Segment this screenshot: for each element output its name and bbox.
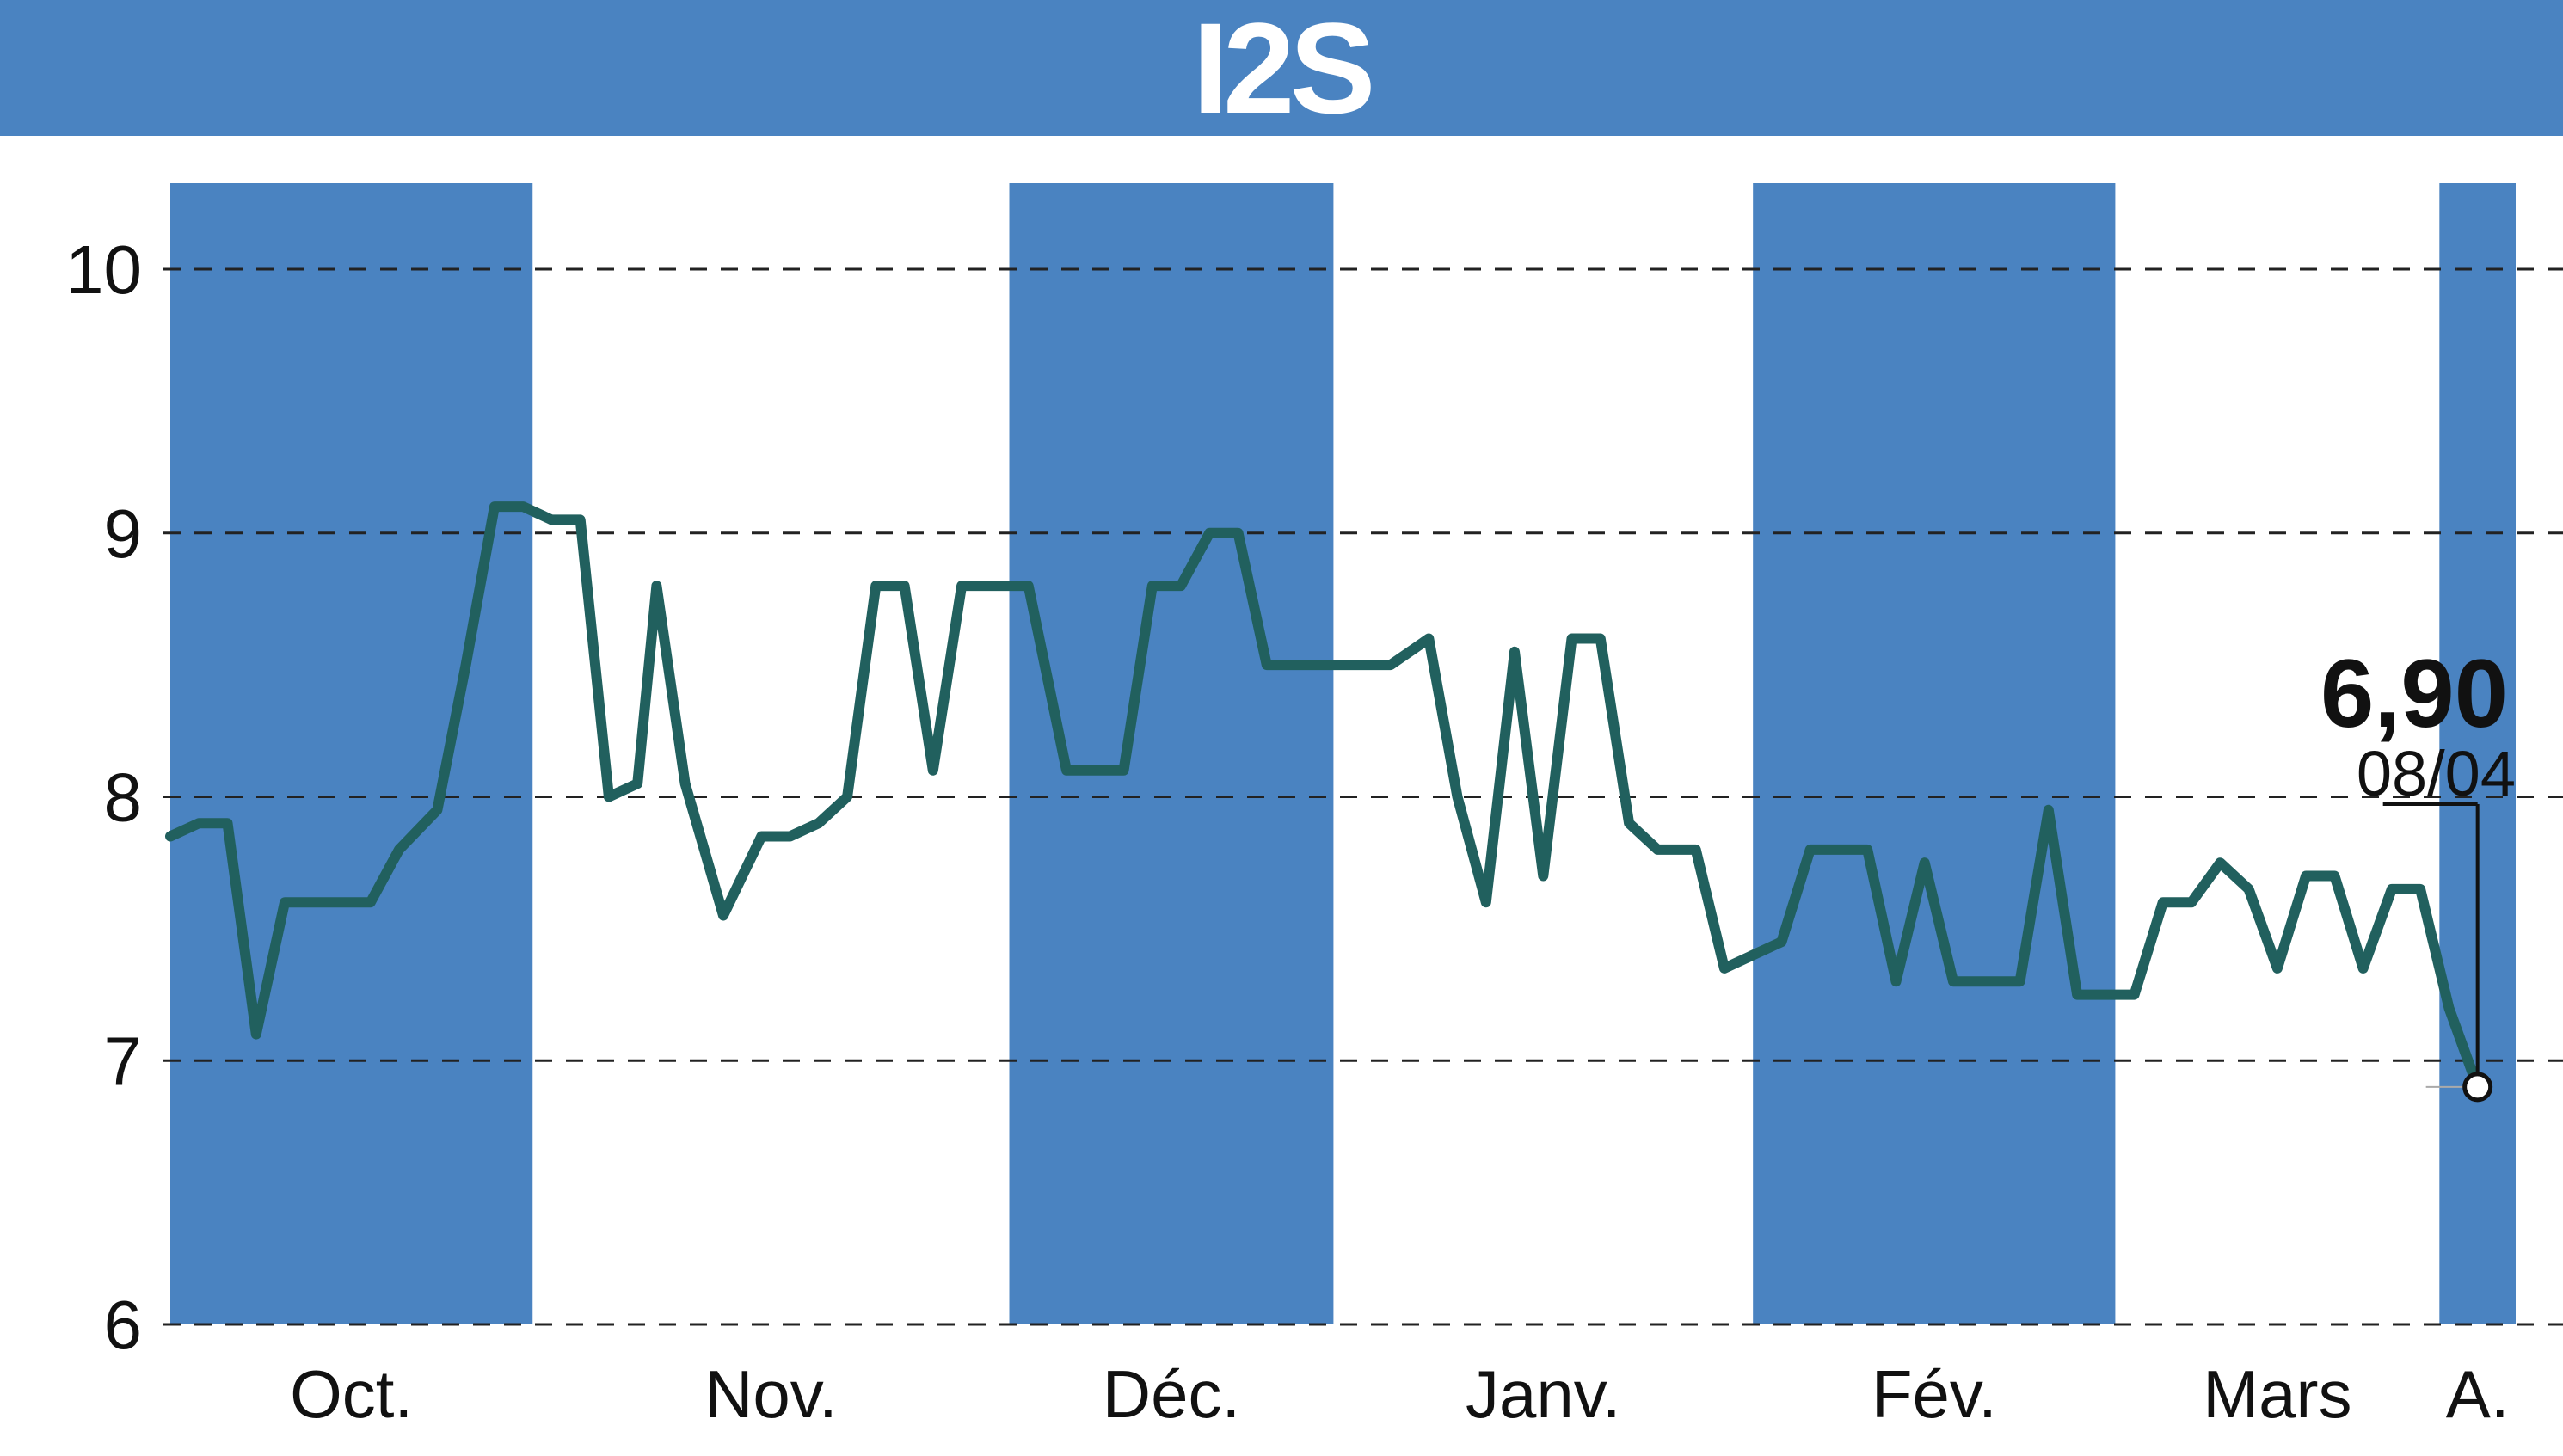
x-tick-label: Janv. — [1466, 1356, 1621, 1432]
y-tick-label: 8 — [104, 759, 143, 836]
month-band-6 — [2439, 183, 2516, 1324]
x-tick-label: Fév. — [1872, 1356, 1997, 1432]
last-value-label: 6,90 — [2320, 640, 2508, 747]
chart-title: I2S — [1192, 0, 1375, 140]
x-tick-label: A. — [2446, 1356, 2510, 1432]
y-tick-label: 10 — [65, 231, 142, 308]
price-line — [165, 501, 2483, 1092]
x-tick-label: Mars — [2203, 1356, 2351, 1432]
month-band-4 — [1753, 183, 2116, 1324]
x-tick-label: Déc. — [1103, 1356, 1240, 1432]
x-tick-label: Oct. — [290, 1356, 413, 1432]
y-tick-label: 6 — [104, 1287, 143, 1363]
x-tick-label: Nov. — [704, 1356, 838, 1432]
y-tick-label: 9 — [104, 495, 143, 572]
chart-title-bar — [0, 0, 2563, 136]
last-date-label: 08/04 — [2357, 738, 2516, 809]
last-value-marker — [2462, 1072, 2493, 1103]
y-tick-label: 7 — [104, 1023, 143, 1099]
month-band-0 — [170, 183, 533, 1324]
